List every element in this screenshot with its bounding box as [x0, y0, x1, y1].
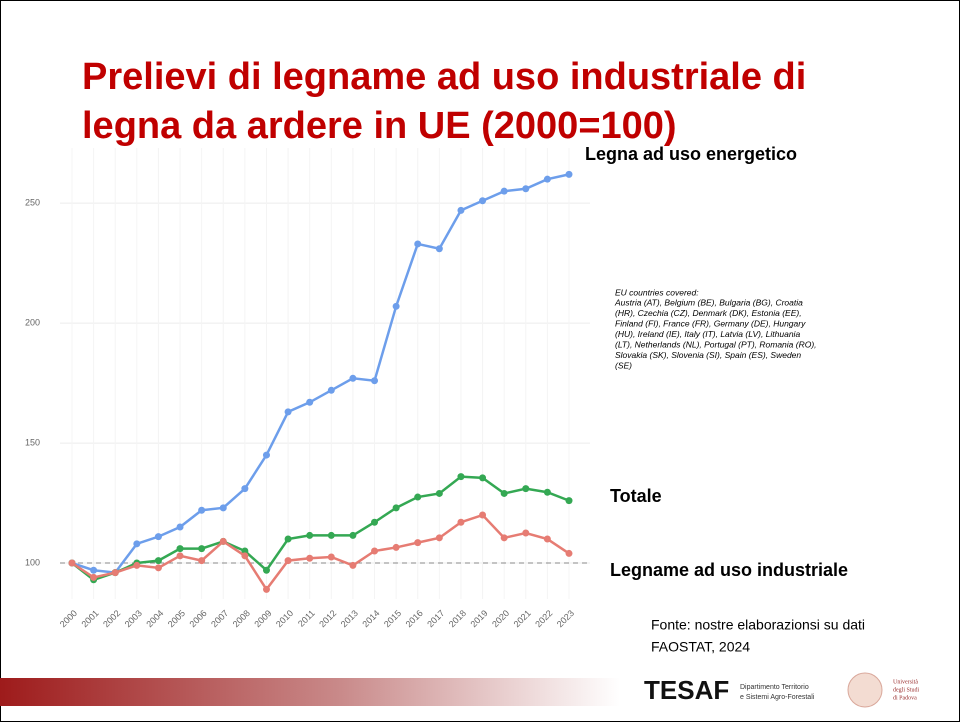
series-label: Legname ad uso industriale — [610, 560, 848, 580]
title-line: Prelievi di legname ad uso industriale d… — [82, 56, 806, 98]
data-point — [284, 535, 292, 543]
note-line: Slovakia (SK), Slovenia (SI), Spain (ES)… — [615, 350, 801, 360]
data-point — [349, 531, 357, 539]
data-point — [457, 473, 465, 481]
data-point — [371, 377, 379, 385]
data-point — [371, 547, 379, 555]
data-point — [154, 533, 162, 541]
data-point — [414, 493, 422, 501]
footer-band — [0, 678, 620, 706]
seal — [847, 672, 883, 708]
y-tick-label: 150 — [25, 437, 40, 447]
department: Dipartimento Territorio — [740, 684, 809, 691]
data-point — [198, 557, 206, 565]
data-point — [111, 569, 119, 577]
data-point — [565, 170, 573, 178]
note-line: (SE) — [615, 360, 632, 370]
data-point — [457, 518, 465, 526]
data-point — [68, 559, 76, 567]
data-point — [371, 518, 379, 526]
data-point — [327, 553, 335, 561]
note-line: (HR), Czechia (CZ), Denmark (DK), Estoni… — [615, 308, 802, 318]
data-point — [479, 197, 487, 205]
data-point — [479, 511, 487, 519]
note-line: (LT), Netherlands (NL), Portugal (PT), R… — [615, 339, 817, 349]
y-tick-label: 100 — [25, 557, 40, 567]
data-point — [435, 245, 443, 253]
note-line: Finland (FI), France (FR), Germany (DE),… — [615, 318, 806, 328]
data-point — [543, 175, 551, 183]
department: e Sistemi Agro-Forestali — [740, 694, 815, 701]
note-line: (HU), Ireland (IE), Italy (IT), Latvia (… — [615, 329, 800, 339]
data-point — [522, 485, 530, 493]
data-point — [176, 523, 184, 531]
title-line: legna da ardere in UE (2000=100) — [82, 105, 677, 147]
data-point — [565, 549, 573, 557]
data-point — [154, 557, 162, 565]
data-point — [133, 561, 141, 569]
data-point — [90, 566, 98, 574]
data-point — [349, 561, 357, 569]
logo: TESAF — [644, 675, 729, 705]
data-point — [198, 545, 206, 553]
data-point — [392, 543, 400, 551]
data-point — [327, 531, 335, 539]
y-tick-label: 250 — [25, 198, 40, 208]
series-label: Totale — [610, 486, 662, 506]
data-point — [414, 539, 422, 547]
note-line: Austria (AT), Belgium (BE), Bulgaria (BG… — [614, 297, 803, 307]
series-line — [71, 173, 570, 574]
data-point — [479, 474, 487, 482]
data-point — [306, 531, 314, 539]
data-point — [543, 535, 551, 543]
data-point — [219, 504, 227, 512]
data-point — [306, 554, 314, 562]
series-line — [71, 513, 570, 592]
data-point — [543, 488, 551, 496]
data-point — [565, 497, 573, 505]
data-point — [284, 408, 292, 416]
data-point — [522, 185, 530, 193]
data-point — [176, 545, 184, 553]
data-point — [500, 489, 508, 497]
data-point — [306, 398, 314, 406]
data-point — [392, 302, 400, 310]
data-point — [435, 534, 443, 542]
data-point — [219, 537, 227, 545]
data-point — [262, 585, 270, 593]
data-point — [262, 451, 270, 459]
data-point — [262, 566, 270, 574]
data-point — [457, 206, 465, 214]
data-point — [154, 564, 162, 572]
source: FAOSTAT, 2024 — [651, 639, 750, 655]
data-point — [90, 573, 98, 581]
y-tick-label: 200 — [25, 317, 40, 327]
data-point — [241, 485, 249, 493]
data-point — [241, 547, 249, 555]
university: degli Studi — [893, 687, 920, 693]
university: Università — [893, 679, 918, 685]
data-point — [241, 552, 249, 560]
data-point — [349, 374, 357, 382]
source: Fonte: nostre elaborazionsi su dati — [651, 617, 865, 633]
data-point — [284, 557, 292, 565]
data-point — [327, 386, 335, 394]
data-point — [500, 534, 508, 542]
series-label: Legna ad uso energetico — [585, 144, 797, 164]
note-title: EU countries covered: — [615, 287, 699, 297]
data-point — [522, 529, 530, 537]
series-line — [71, 475, 570, 582]
data-point — [198, 506, 206, 514]
data-point — [435, 489, 443, 497]
data-point — [133, 540, 141, 548]
data-point — [176, 552, 184, 560]
data-point — [414, 240, 422, 248]
university: di Padova — [893, 695, 917, 701]
data-point — [500, 187, 508, 195]
data-point — [392, 504, 400, 512]
